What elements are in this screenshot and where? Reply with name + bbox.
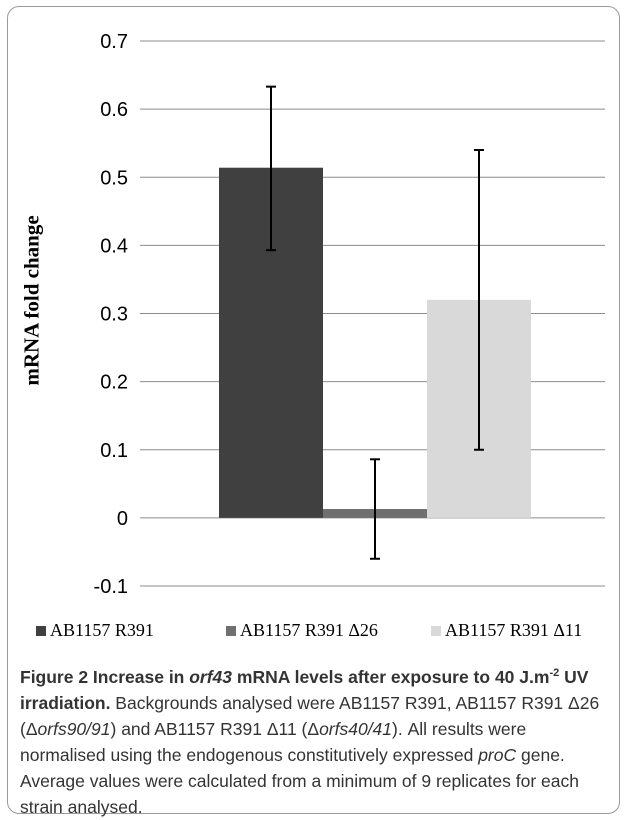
gridlines [140,40,605,587]
y-tick-label: 0.6 [100,99,128,121]
legend-swatch [36,625,46,636]
legend-swatch [226,625,236,636]
legend-label: AB1157 R391 [50,620,154,640]
y-tick-label: 0 [117,508,128,530]
caption-body: Backgrounds analysed were AB1157 R391, A… [20,693,600,739]
legend: AB1157 R391 AB1157 R391 Δ26 AB1157 R391 … [36,620,616,648]
y-tick-label: -0.1 [94,576,128,598]
legend-item-r391-d26: AB1157 R391 Δ26 [226,620,378,641]
bar-chart: -0.1 0 0.1 0.2 0.3 0.4 0.5 0.6 0.7 [94,31,605,598]
y-tick-label: 0.5 [100,167,128,189]
y-tick-label: 0.4 [100,235,128,257]
legend-swatch [431,625,441,636]
y-tick-label: 0.2 [100,372,128,394]
y-tick-label: 0.7 [100,31,128,53]
figure-frame [7,6,620,814]
y-tick-label: 0.3 [100,304,128,326]
caption-title: Figure 2 Increase in orf43 mRNA levels a… [20,667,589,713]
figure-caption: Figure 2 Increase in orf43 mRNA levels a… [20,667,600,817]
y-tick-labels: -0.1 0 0.1 0.2 0.3 0.4 0.5 0.6 0.7 [94,31,128,598]
y-tick-label: 0.1 [100,440,128,462]
y-axis-label: mRNA fold change [19,214,44,386]
error-bars [266,85,484,560]
legend-item-r391: AB1157 R391 [36,620,154,641]
legend-label: AB1157 R391 Δ26 [240,620,378,640]
legend-item-r391-d11: AB1157 R391 Δ11 [431,620,582,641]
legend-label: AB1157 R391 Δ11 [445,620,583,640]
y-axis-label-wrap: mRNA fold change [12,100,52,500]
